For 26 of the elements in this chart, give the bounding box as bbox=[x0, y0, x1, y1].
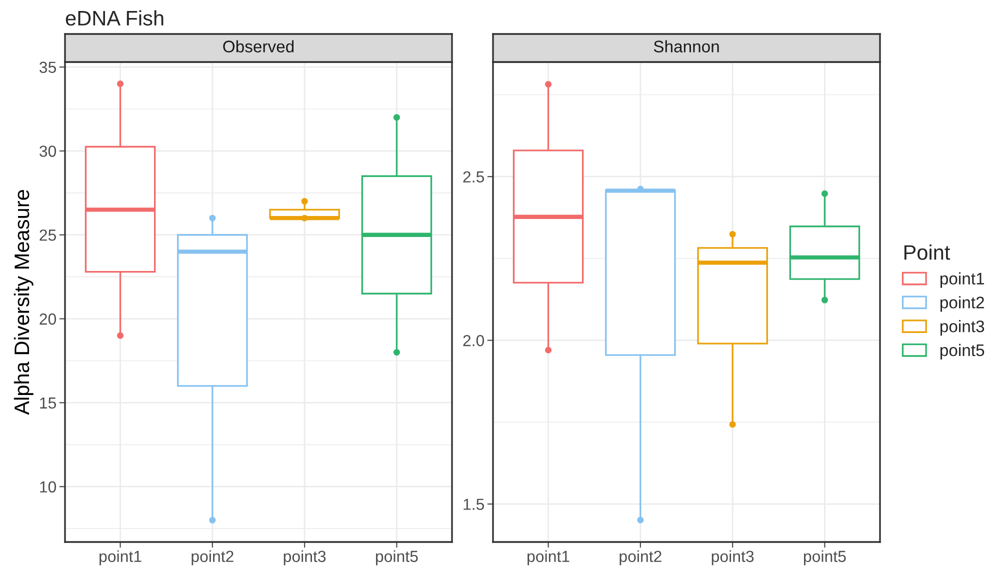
y-tick-label: 30 bbox=[40, 146, 56, 157]
chart-title: Observed bbox=[223, 40, 294, 52]
y-tick-label: 1.5 bbox=[464, 498, 484, 510]
y-axis-title: Alpha Diversity Measure bbox=[14, 190, 34, 415]
legend-label: point5 bbox=[940, 344, 984, 360]
x-tick-label: point3 bbox=[284, 550, 326, 566]
y-tick-label: 2.5 bbox=[463, 171, 484, 183]
y-tick-label: 35 bbox=[40, 62, 56, 73]
y-tick-label: 10 bbox=[40, 481, 56, 493]
x-tick-label: point3 bbox=[712, 550, 754, 566]
y-tick-label: 15 bbox=[40, 398, 56, 409]
y-tick-label: 25 bbox=[40, 230, 56, 241]
legend-label: point3 bbox=[940, 320, 984, 336]
x-tick-label: point1 bbox=[528, 550, 570, 566]
legend-label: point2 bbox=[940, 296, 984, 312]
legend-label: point1 bbox=[940, 272, 984, 288]
x-tick-label: point2 bbox=[192, 550, 234, 566]
x-tick-label: point5 bbox=[804, 550, 846, 566]
chart-title: Shannon bbox=[654, 40, 719, 52]
x-tick-label: point5 bbox=[376, 550, 418, 566]
x-tick-label: point1 bbox=[100, 550, 142, 566]
y-tick-label: 2.0 bbox=[463, 334, 484, 346]
y-tick-label: 20 bbox=[40, 313, 56, 325]
x-tick-label: point2 bbox=[620, 550, 662, 566]
legend-title: Point bbox=[904, 244, 950, 260]
text: eDNA Fish bbox=[66, 10, 164, 26]
